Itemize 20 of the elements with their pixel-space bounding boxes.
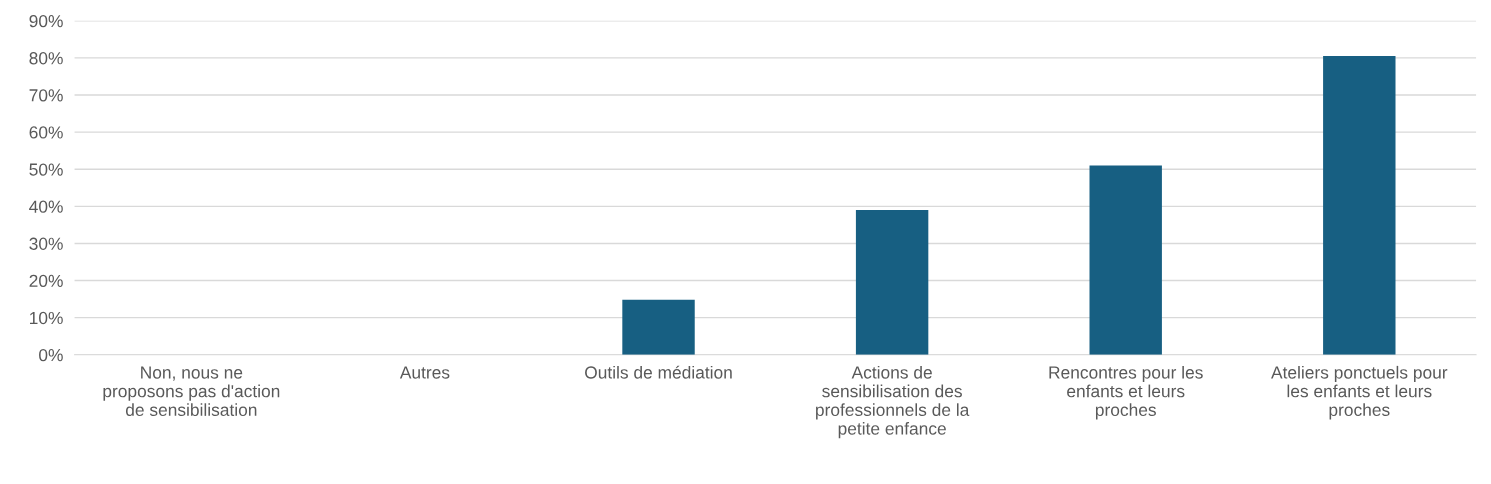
y-tick-label: 10%: [30, 311, 63, 325]
y-tick-label: 90%: [29, 14, 63, 28]
x-tick-label: Ateliers ponctuels pour les enfants et leurs proches: [1271, 365, 1448, 420]
bar: [622, 299, 695, 355]
x-tick-label: Autres: [399, 366, 450, 379]
y-tick-label: 80%: [29, 52, 63, 65]
x-tick-label: Non, nous ne proposons pas d'action de sensibilisation: [103, 366, 280, 417]
bar: [1323, 56, 1396, 355]
y-tick-label: 30%: [29, 237, 63, 250]
bar: [855, 210, 929, 355]
y-tick-label: 20%: [29, 274, 63, 288]
bar: [1089, 165, 1162, 355]
x-tick-label: Rencontres pour les enfants et leurs proches: [1049, 365, 1203, 420]
x-tick-label: Actions de sensibilisation des professionnels de la petite enfance: [816, 365, 970, 439]
y-tick-label: 60%: [29, 126, 63, 139]
x-tick-label: Outils de médiation: [585, 365, 732, 379]
y-tick-label: 70%: [29, 89, 63, 102]
y-tick-label: 40%: [29, 200, 63, 213]
y-tick-label: 0%: [39, 348, 63, 362]
y-tick-label: 50%: [29, 163, 63, 176]
